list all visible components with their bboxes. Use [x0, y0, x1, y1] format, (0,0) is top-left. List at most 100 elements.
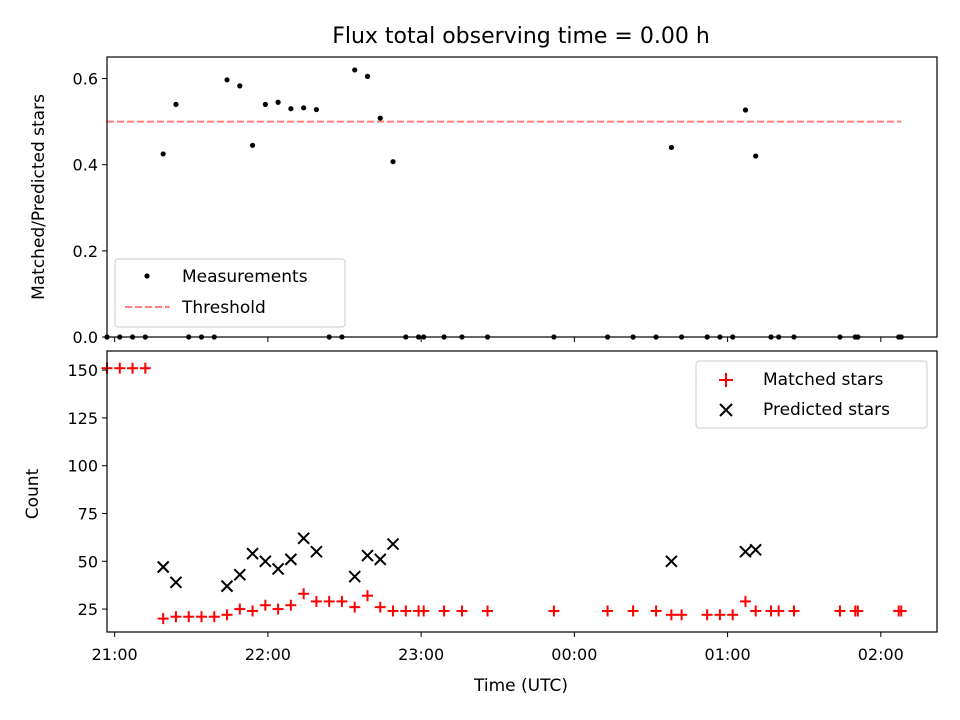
- matched-star-point: [676, 609, 688, 621]
- top-y-axis-label: Matched/Predicted stars: [29, 94, 49, 300]
- matched-star-point: [259, 599, 271, 611]
- top-chart-title: Flux total observing time = 0.00 h: [332, 24, 710, 49]
- matched-star-point: [183, 611, 195, 623]
- matched-star-point: [456, 605, 468, 617]
- legend-label-predicted: Predicted stars: [763, 400, 890, 420]
- matched-star-point: [739, 595, 751, 607]
- matched-star-point: [157, 613, 169, 625]
- matched-star-point: [374, 601, 386, 613]
- x-tick-label: 01:00: [705, 645, 751, 664]
- matched-star-point: [139, 362, 151, 374]
- bottom-y-tick-label: 75: [78, 504, 98, 523]
- legend-label-matched: Matched stars: [763, 370, 883, 390]
- matched-star-point: [895, 605, 907, 617]
- matched-star-point: [602, 605, 614, 617]
- predicted-star-point: [361, 549, 374, 562]
- bottom-y-tick-label: 125: [67, 409, 98, 428]
- predicted-star-point: [749, 543, 762, 557]
- measurement-point: [249, 142, 256, 148]
- legend-marker-matched: [719, 373, 733, 387]
- matched-star-point: [750, 605, 762, 617]
- x-tick-label: 23:00: [398, 645, 444, 664]
- legend-label-measurements: Measurements: [182, 267, 308, 287]
- matched-star-point: [114, 362, 126, 374]
- top-y-tick-label: 0.4: [73, 156, 98, 175]
- bottom-y-tick-label: 150: [67, 361, 98, 380]
- matched-star-point: [221, 609, 233, 621]
- matched-star-point: [127, 362, 139, 374]
- predicted-star-point: [348, 570, 361, 583]
- matched-star-point: [714, 609, 726, 621]
- measurement-point: [753, 153, 759, 159]
- matched-star-point: [834, 605, 846, 617]
- matched-star-point: [727, 609, 739, 621]
- predicted-star-point: [310, 545, 323, 558]
- bottom-y-tick-label: 25: [78, 600, 98, 619]
- matched-star-point: [247, 605, 259, 617]
- matched-star-point: [323, 595, 335, 607]
- bottom-y-tick-label: 50: [78, 552, 98, 571]
- matched-star-point: [650, 605, 662, 617]
- measurement-point: [668, 144, 675, 151]
- predicted-star-point: [739, 545, 752, 558]
- matched-star-point: [234, 603, 246, 615]
- matched-star-point: [285, 599, 297, 611]
- matched-star-point: [387, 605, 399, 617]
- matched-star-point: [298, 588, 310, 600]
- matched-star-point: [400, 605, 412, 617]
- predicted-star-point: [665, 555, 678, 568]
- legend-label-threshold: Threshold: [181, 298, 266, 318]
- matched-star-point: [788, 605, 800, 617]
- predicted-star-point: [259, 555, 272, 568]
- measurement-point: [352, 67, 358, 73]
- matched-star-point: [208, 611, 220, 623]
- predicted-star-point: [156, 560, 170, 574]
- matched-star-point: [701, 609, 713, 621]
- x-tick-label: 21:00: [92, 645, 138, 664]
- matched-star-point: [195, 611, 207, 623]
- top-y-tick-label: 0.0: [73, 328, 98, 347]
- measurement-point: [390, 159, 396, 165]
- measurement-point: [173, 101, 179, 107]
- measurement-point: [313, 106, 320, 113]
- bottom-y-axis-label: Count: [23, 468, 43, 519]
- predicted-star-point: [374, 553, 387, 566]
- bottom-axes-ticks: 25 50 75 100 125 150 21:00 22:00 23:00 00:00 01:00…: [67, 361, 903, 664]
- matched-star-point: [272, 603, 284, 615]
- top-y-axis: 0.0 0.2 0.4 0.6: [73, 70, 882, 347]
- predicted-star-point: [169, 576, 183, 589]
- predicted-star-point: [271, 562, 285, 576]
- x-tick-label: 02:00: [858, 645, 904, 664]
- measurement-point: [301, 105, 307, 111]
- measurement-point: [377, 115, 383, 121]
- matched-star-point: [170, 611, 182, 623]
- top-axes-frame: [106, 56, 938, 338]
- measurement-point: [364, 73, 371, 79]
- matched-star-point: [665, 609, 677, 621]
- legend-marker-measurements: [144, 273, 150, 279]
- measurement-point: [160, 151, 166, 157]
- matched-star-point: [627, 605, 639, 617]
- matched-star-point: [418, 605, 430, 617]
- matched-star-point: [361, 590, 373, 602]
- matched-star-point: [438, 605, 450, 617]
- matched-star-point: [852, 605, 864, 617]
- matched-star-point: [482, 605, 494, 617]
- top-y-tick-label: 0.2: [73, 242, 98, 261]
- matched-star-point: [310, 595, 322, 607]
- measurement-point: [237, 83, 243, 89]
- matched-star-point: [773, 605, 785, 617]
- measurement-point: [742, 107, 749, 113]
- matched-star-point: [548, 605, 560, 617]
- top-y-tick-label: 0.6: [73, 70, 98, 89]
- predicted-star-point: [246, 547, 259, 560]
- x-tick-label: 00:00: [551, 645, 597, 664]
- top-legend: Measurements Threshold: [114, 258, 346, 328]
- x-axis-label: Time (UTC): [473, 676, 568, 696]
- measurement-point: [224, 77, 230, 83]
- measurement-point: [262, 101, 268, 107]
- predicted-star-point: [297, 532, 310, 545]
- predicted-star-point: [233, 568, 247, 581]
- legend-marker-predicted: [719, 403, 733, 417]
